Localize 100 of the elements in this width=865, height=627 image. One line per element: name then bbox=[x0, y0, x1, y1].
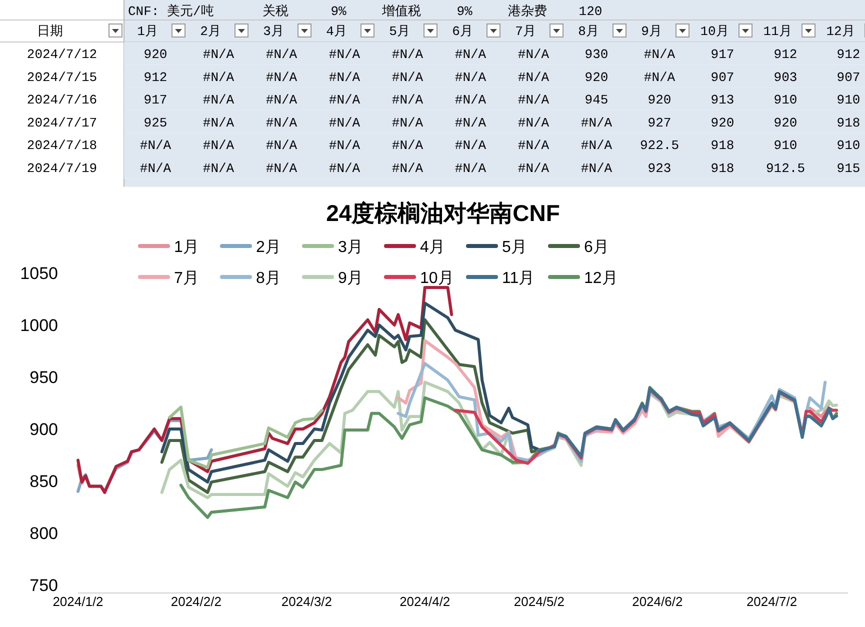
y-tick-label: 2024/7/16 bbox=[26, 92, 98, 108]
legend-label: 3月 bbox=[338, 239, 363, 256]
text: #N/A bbox=[328, 70, 360, 85]
y-tick-label: 1050 bbox=[20, 264, 58, 283]
x-tick-label: 8月 bbox=[578, 24, 599, 39]
text: #N/A bbox=[328, 92, 360, 108]
y-tick-label: 2024/7/12 bbox=[26, 47, 98, 62]
text: #N/A bbox=[202, 47, 234, 62]
legend-label: 11月 bbox=[502, 270, 535, 287]
y-tick-label: 2024/7/19 bbox=[26, 161, 98, 176]
data-label: 913 bbox=[710, 92, 734, 108]
legend-label: 6月 bbox=[584, 239, 609, 256]
data-label: 912.5 bbox=[766, 161, 806, 176]
data-label: 912 bbox=[774, 47, 798, 62]
x-tick-label: 3月 bbox=[263, 24, 284, 39]
data-label: 923 bbox=[648, 161, 672, 176]
data-label: 945 bbox=[584, 92, 608, 108]
x-tick-label: 2024/3/2 bbox=[281, 594, 332, 609]
text: #N/A bbox=[644, 70, 676, 85]
x-tick-label: 9月 bbox=[641, 24, 662, 39]
x-tick-label: 2024/4/2 bbox=[400, 594, 450, 609]
text: #N/A bbox=[392, 115, 424, 130]
data-label: 917 bbox=[710, 47, 734, 62]
x-tick-label: 12月 bbox=[826, 24, 855, 39]
data-label: 917 bbox=[144, 92, 168, 108]
legend-label: 2月 bbox=[256, 239, 281, 256]
text: #N/A bbox=[454, 92, 486, 108]
y-tick-label: 900 bbox=[30, 420, 58, 439]
x-tick-label: 11月 bbox=[763, 24, 792, 39]
text: #N/A bbox=[266, 92, 298, 108]
legend-label: 8月 bbox=[256, 270, 281, 287]
text: #N/A bbox=[140, 161, 172, 176]
text: #N/A bbox=[328, 115, 360, 130]
text: 关税 bbox=[262, 4, 288, 19]
text: #N/A bbox=[202, 138, 234, 154]
text: #N/A bbox=[518, 47, 550, 62]
text: #N/A bbox=[202, 92, 234, 108]
text: #N/A bbox=[454, 47, 486, 62]
text: #N/A bbox=[392, 161, 424, 176]
text: #N/A bbox=[518, 70, 550, 85]
x-tick-label: 6月 bbox=[452, 24, 473, 39]
text: #N/A bbox=[392, 138, 424, 154]
data-label: 912 bbox=[144, 70, 168, 85]
text: #N/A bbox=[202, 115, 234, 130]
data-label: 920 bbox=[774, 115, 798, 130]
x-tick-label: 2024/6/2 bbox=[632, 594, 683, 609]
y-tick-label: 750 bbox=[30, 576, 58, 595]
text: #N/A bbox=[644, 47, 676, 62]
y-tick-label: 2024/7/15 bbox=[26, 70, 98, 85]
data-label: 922.5 bbox=[640, 138, 680, 154]
text: #N/A bbox=[266, 47, 298, 62]
text: #N/A bbox=[202, 70, 234, 85]
y-tick-label: 1000 bbox=[20, 316, 58, 335]
data-label: 903 bbox=[774, 70, 798, 85]
text: #N/A bbox=[518, 161, 550, 176]
x-tick-label: 10月 bbox=[700, 24, 729, 39]
text: #N/A bbox=[140, 138, 172, 154]
x-tick-label: 2024/5/2 bbox=[514, 594, 565, 609]
legend-label: 4月 bbox=[420, 239, 445, 256]
text: #N/A bbox=[328, 138, 360, 154]
text: #N/A bbox=[266, 115, 298, 130]
x-tick-label: 2月 bbox=[200, 24, 221, 39]
text: #N/A bbox=[454, 115, 486, 130]
data-label: 925 bbox=[144, 115, 168, 130]
x-tick-label: 1月 bbox=[137, 24, 158, 39]
data-label: 920 bbox=[648, 92, 672, 108]
text: #N/A bbox=[454, 161, 486, 176]
text: #N/A bbox=[518, 138, 550, 154]
data-label: 907 bbox=[710, 70, 734, 85]
data-label: 918 bbox=[836, 115, 860, 130]
y-tick-label: 2024/7/17 bbox=[26, 115, 98, 130]
data-label: 927 bbox=[648, 115, 672, 130]
data-label: 930 bbox=[584, 47, 608, 62]
text: #N/A bbox=[266, 161, 298, 176]
text: CNF: 美元/吨 bbox=[128, 3, 214, 19]
x-tick-label: 2024/7/2 bbox=[746, 594, 798, 609]
data-label: 907 bbox=[836, 70, 860, 85]
text: 9% bbox=[330, 4, 346, 19]
data-label: 918 bbox=[710, 161, 734, 176]
data-label: 910 bbox=[774, 92, 798, 108]
text: #N/A bbox=[266, 138, 298, 154]
y-tick-label: 950 bbox=[30, 368, 58, 387]
text: 增值税 bbox=[381, 4, 421, 19]
legend-label: 10月 bbox=[420, 270, 454, 287]
y-tick-label: 850 bbox=[30, 472, 58, 491]
text: #N/A bbox=[392, 92, 424, 108]
legend-label: 5月 bbox=[502, 239, 527, 256]
legend-label: 12月 bbox=[584, 270, 618, 287]
y-axis-title: 日期 bbox=[37, 24, 63, 39]
text: #N/A bbox=[328, 47, 360, 62]
text: 港杂费 bbox=[508, 4, 547, 19]
text: #N/A bbox=[580, 138, 612, 154]
y-tick-label: 800 bbox=[30, 524, 58, 543]
x-tick-label: 4月 bbox=[326, 24, 347, 39]
text: #N/A bbox=[454, 70, 486, 85]
x-tick-label: 2024/2/2 bbox=[170, 594, 222, 609]
text: #N/A bbox=[202, 161, 234, 176]
data-label: 918 bbox=[710, 138, 734, 154]
x-tick-label: 2024/1/2 bbox=[52, 594, 104, 609]
data-label: 910 bbox=[836, 92, 860, 108]
